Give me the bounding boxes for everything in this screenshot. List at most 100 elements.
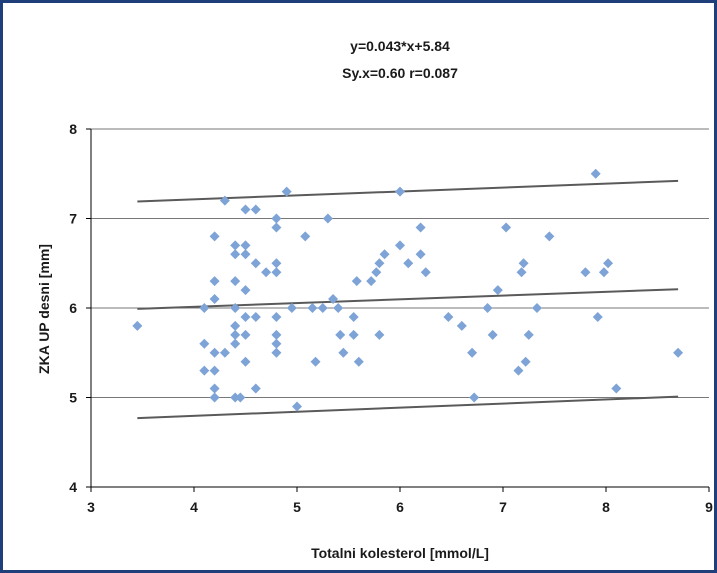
data-point <box>286 303 297 313</box>
data-point <box>518 258 529 269</box>
data-point <box>209 294 220 305</box>
data-point <box>230 276 241 287</box>
data-point <box>300 231 311 242</box>
data-point <box>322 213 333 224</box>
x-tick-label-8: 8 <box>602 499 610 515</box>
data-point <box>501 222 512 233</box>
data-point <box>351 276 362 287</box>
data-point <box>271 311 282 322</box>
data-point <box>199 365 210 376</box>
data-point <box>250 383 261 394</box>
data-point <box>209 347 220 358</box>
line-upper <box>137 179 679 203</box>
x-tick-label-7: 7 <box>499 499 507 515</box>
data-point <box>199 338 210 349</box>
data-point <box>240 204 251 215</box>
data-point <box>371 267 382 278</box>
data-point <box>348 311 359 322</box>
data-point <box>523 329 534 340</box>
data-point <box>310 356 321 367</box>
data-point <box>366 276 377 287</box>
data-point <box>209 276 220 287</box>
data-point <box>240 240 251 251</box>
line-layer <box>137 179 679 420</box>
data-point <box>250 204 261 215</box>
x-tick-label-5: 5 <box>293 499 301 515</box>
data-point <box>271 267 282 278</box>
data-point <box>209 231 220 242</box>
data-point <box>219 347 230 358</box>
data-point <box>271 329 282 340</box>
data-point <box>544 231 555 242</box>
data-point <box>230 338 241 349</box>
x-tick-label-4: 4 <box>190 499 198 515</box>
data-point <box>240 311 251 322</box>
data-point <box>328 294 339 305</box>
data-point <box>353 356 364 367</box>
data-point <box>348 329 359 340</box>
data-point <box>415 222 426 233</box>
y-tick-label-8: 8 <box>69 121 77 137</box>
y-axis-title: ZKA UP desni [mm] <box>36 244 52 374</box>
regression-stats: Sy.x=0.60 r=0.087 <box>342 65 458 81</box>
grid-layer <box>91 128 709 398</box>
data-point <box>467 347 478 358</box>
data-point <box>230 392 241 403</box>
data-point <box>209 392 220 403</box>
data-point <box>598 267 609 278</box>
data-point <box>374 258 385 269</box>
y-tick-label-5: 5 <box>69 390 77 406</box>
x-tick-label-6: 6 <box>396 499 404 515</box>
data-point <box>338 347 349 358</box>
data-point <box>487 329 498 340</box>
x-axis-title: Totalni kolesterol [mmol/L] <box>311 545 489 561</box>
data-point <box>673 347 684 358</box>
x-tick-label-9: 9 <box>705 499 713 515</box>
data-point <box>240 356 251 367</box>
data-point <box>333 303 344 313</box>
data-point <box>590 168 601 179</box>
data-point <box>230 329 241 340</box>
data-point <box>492 285 503 296</box>
data-point <box>374 329 385 340</box>
data-point <box>307 303 318 313</box>
data-point <box>230 240 241 251</box>
data-point <box>250 258 261 269</box>
data-point <box>230 303 241 313</box>
point-layer <box>132 168 684 412</box>
data-point <box>513 365 524 376</box>
data-point <box>271 222 282 233</box>
y-tick-label-7: 7 <box>69 211 77 227</box>
data-point <box>199 303 210 313</box>
data-point <box>219 195 230 206</box>
data-point <box>335 329 346 340</box>
x-tick-label-3: 3 <box>87 499 95 515</box>
data-point <box>235 392 246 403</box>
y-tick-label-4: 4 <box>69 479 77 495</box>
data-point <box>443 311 454 322</box>
data-point <box>379 249 390 260</box>
axes-layer <box>86 128 710 492</box>
data-point <box>420 267 431 278</box>
data-point <box>317 303 328 313</box>
data-point <box>209 365 220 376</box>
data-point <box>261 267 272 278</box>
data-point <box>520 356 531 367</box>
data-point <box>482 303 493 313</box>
data-point <box>281 186 292 197</box>
data-point <box>132 320 143 331</box>
data-point <box>415 249 426 260</box>
data-point <box>271 258 282 269</box>
data-point <box>271 347 282 358</box>
data-point <box>395 186 405 197</box>
line-lower <box>137 395 679 420</box>
data-point <box>395 240 405 251</box>
data-point <box>230 249 241 260</box>
regression-equation: y=0.043*x+5.84 <box>350 38 450 54</box>
data-point <box>209 383 220 394</box>
data-point <box>531 303 542 313</box>
data-point <box>516 267 527 278</box>
